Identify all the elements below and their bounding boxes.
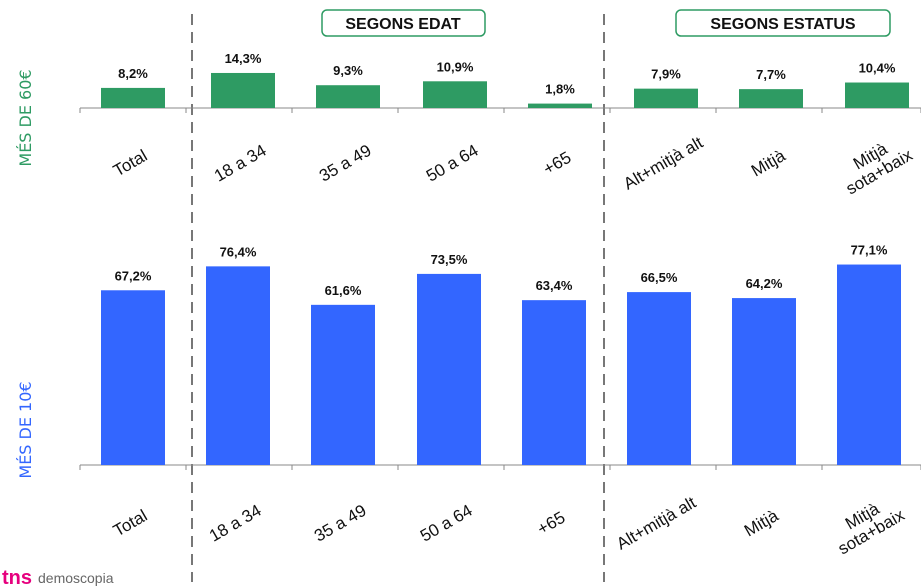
bottom-bar-chart: 67,2% Total 76,4% 18 a 34 61,6% 35 a 49 73,5% 5… (79, 243, 921, 559)
header-age: SEGONS EDAT (321, 9, 486, 37)
bottom-bar-6 (732, 298, 796, 465)
bottom-category-label-6: Mitjà (741, 506, 782, 541)
bottom-bar-5 (627, 292, 691, 465)
bottom-value-label-0: 67,2% (115, 268, 152, 283)
bottom-category-label-5: Alt+mitjà alt (613, 493, 699, 554)
bottom-bar-1 (206, 266, 270, 465)
top-value-label-2: 9,3% (333, 63, 363, 78)
bottom-bar-3 (417, 273, 481, 465)
logo-mark: tns (2, 567, 32, 587)
bottom-category-label-2: 35 a 49 (311, 501, 370, 546)
header-status-label: SEGONS ESTATUS (710, 16, 856, 33)
top-category-label-5: Alt+mitjà alt (620, 133, 706, 194)
bottom-category-label-1: 18 a 34 (206, 501, 265, 546)
bottom-bar-7 (837, 264, 901, 465)
top-bar-chart: 8,2% Total 14,3% 18 a 34 9,3% 35 a 49 10,9% 50 … (79, 51, 921, 199)
top-value-label-6: 7,7% (756, 67, 786, 82)
top-category-label-4: +65 (540, 148, 574, 179)
top-chart-ylabel: MÉS DE 60€ (16, 69, 35, 166)
top-value-label-4: 1,8% (545, 82, 575, 97)
bottom-value-label-3: 73,5% (431, 252, 468, 267)
top-bar-7 (845, 82, 909, 108)
top-bar-4 (528, 103, 592, 108)
bottom-value-label-5: 66,5% (641, 270, 678, 285)
bottom-bar-2 (311, 304, 375, 465)
top-value-label-5: 7,9% (651, 67, 681, 82)
tns-logo: tns demoscopia (2, 567, 114, 587)
top-category-label-3: 50 a 64 (423, 141, 482, 186)
top-bar-1 (211, 72, 275, 108)
logo-text: demoscopia (38, 570, 114, 586)
top-bar-2 (316, 85, 380, 108)
top-bar-3 (423, 81, 487, 108)
bottom-value-label-1: 76,4% (220, 244, 257, 259)
top-value-label-0: 8,2% (118, 66, 148, 81)
bottom-category-label-7: Mitjàsota+baix (826, 490, 908, 559)
top-value-label-3: 10,9% (437, 59, 474, 74)
bottom-category-label-0: Total (110, 506, 151, 540)
bottom-bar-4 (522, 300, 586, 465)
top-value-label-1: 14,3% (225, 51, 262, 66)
header-age-label: SEGONS EDAT (345, 16, 461, 33)
top-category-label-6: Mitjà (748, 146, 789, 181)
top-bar-6 (739, 89, 803, 108)
bottom-value-label-2: 61,6% (325, 283, 362, 298)
bottom-bar-0 (101, 290, 165, 465)
top-category-label-7: Mitjàsota+baix (834, 130, 916, 199)
top-value-label-7: 10,4% (859, 61, 896, 76)
bottom-category-label-3: 50 a 64 (417, 501, 476, 546)
top-category-label-2: 35 a 49 (316, 141, 375, 186)
top-category-label-1: 18 a 34 (211, 141, 270, 186)
bottom-value-label-7: 77,1% (851, 243, 888, 258)
top-category-label-0: Total (110, 146, 151, 180)
top-bar-0 (101, 87, 165, 108)
bottom-value-label-4: 63,4% (536, 278, 573, 293)
bottom-value-label-6: 64,2% (746, 276, 783, 291)
header-status: SEGONS ESTATUS (675, 9, 891, 37)
bottom-category-label-4: +65 (534, 508, 568, 539)
top-bar-5 (634, 88, 698, 108)
bottom-chart-ylabel: MÉS DE 10€ (16, 381, 35, 478)
